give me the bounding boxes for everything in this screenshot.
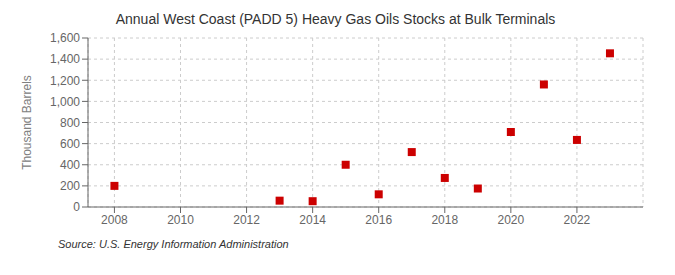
svg-text:2012: 2012 [233, 213, 260, 227]
svg-text:1,000: 1,000 [50, 95, 80, 109]
svg-text:1,400: 1,400 [50, 52, 80, 66]
svg-text:1,600: 1,600 [50, 31, 80, 45]
html-text:Annual West Coast (PADD 5) Hea: Annual West Coast (PADD 5) Heavy Gas Oil… [115, 11, 556, 27]
svg-text:800: 800 [60, 116, 80, 130]
svg-text:2008: 2008 [101, 213, 128, 227]
html-text:Source: U.S. Energy Informatio: Source: U.S. Energy Information Administ… [58, 238, 289, 250]
svg-text:0: 0 [73, 200, 80, 214]
svg-text:Thousand Barrels: Thousand Barrels [20, 75, 34, 170]
svg-text:600: 600 [60, 137, 80, 151]
svg-text:2016: 2016 [365, 213, 392, 227]
svg-text:2018: 2018 [431, 213, 458, 227]
svg-text:200: 200 [60, 179, 80, 193]
svg-text:400: 400 [60, 158, 80, 172]
svg-text:2010: 2010 [167, 213, 194, 227]
svg-text:2022: 2022 [564, 213, 591, 227]
svg-text:2014: 2014 [299, 213, 326, 227]
svg-text:2020: 2020 [498, 213, 525, 227]
svg-text:1,200: 1,200 [50, 74, 80, 88]
